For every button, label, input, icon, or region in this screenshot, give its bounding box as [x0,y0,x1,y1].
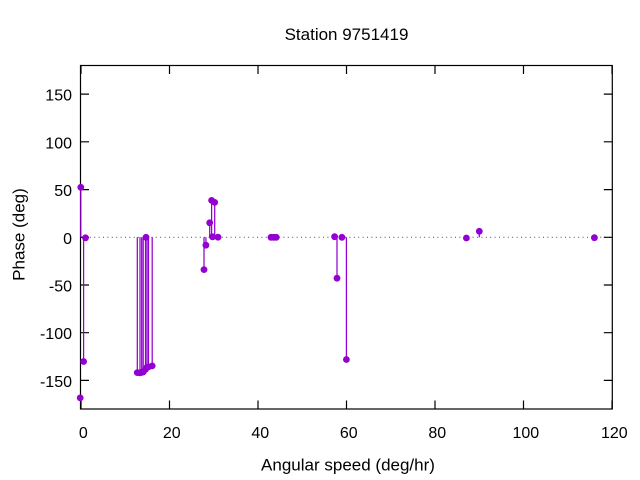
svg-text:80: 80 [428,425,446,442]
svg-text:100: 100 [512,425,539,442]
svg-text:120: 120 [601,425,628,442]
svg-text:20: 20 [163,425,181,442]
svg-text:Angular speed (deg/hr): Angular speed (deg/hr) [261,455,435,474]
svg-text:150: 150 [45,88,72,105]
svg-text:Station 9751419: Station 9751419 [285,25,409,44]
svg-text:-100: -100 [40,326,72,343]
svg-text:60: 60 [340,425,358,442]
svg-text:100: 100 [45,135,72,152]
svg-text:Phase (deg): Phase (deg) [10,188,29,281]
svg-text:0: 0 [79,425,88,442]
svg-text:40: 40 [251,425,269,442]
svg-text:-50: -50 [49,279,72,296]
svg-text:-150: -150 [40,374,72,391]
svg-text:50: 50 [54,183,72,200]
svg-text:0: 0 [63,231,72,248]
